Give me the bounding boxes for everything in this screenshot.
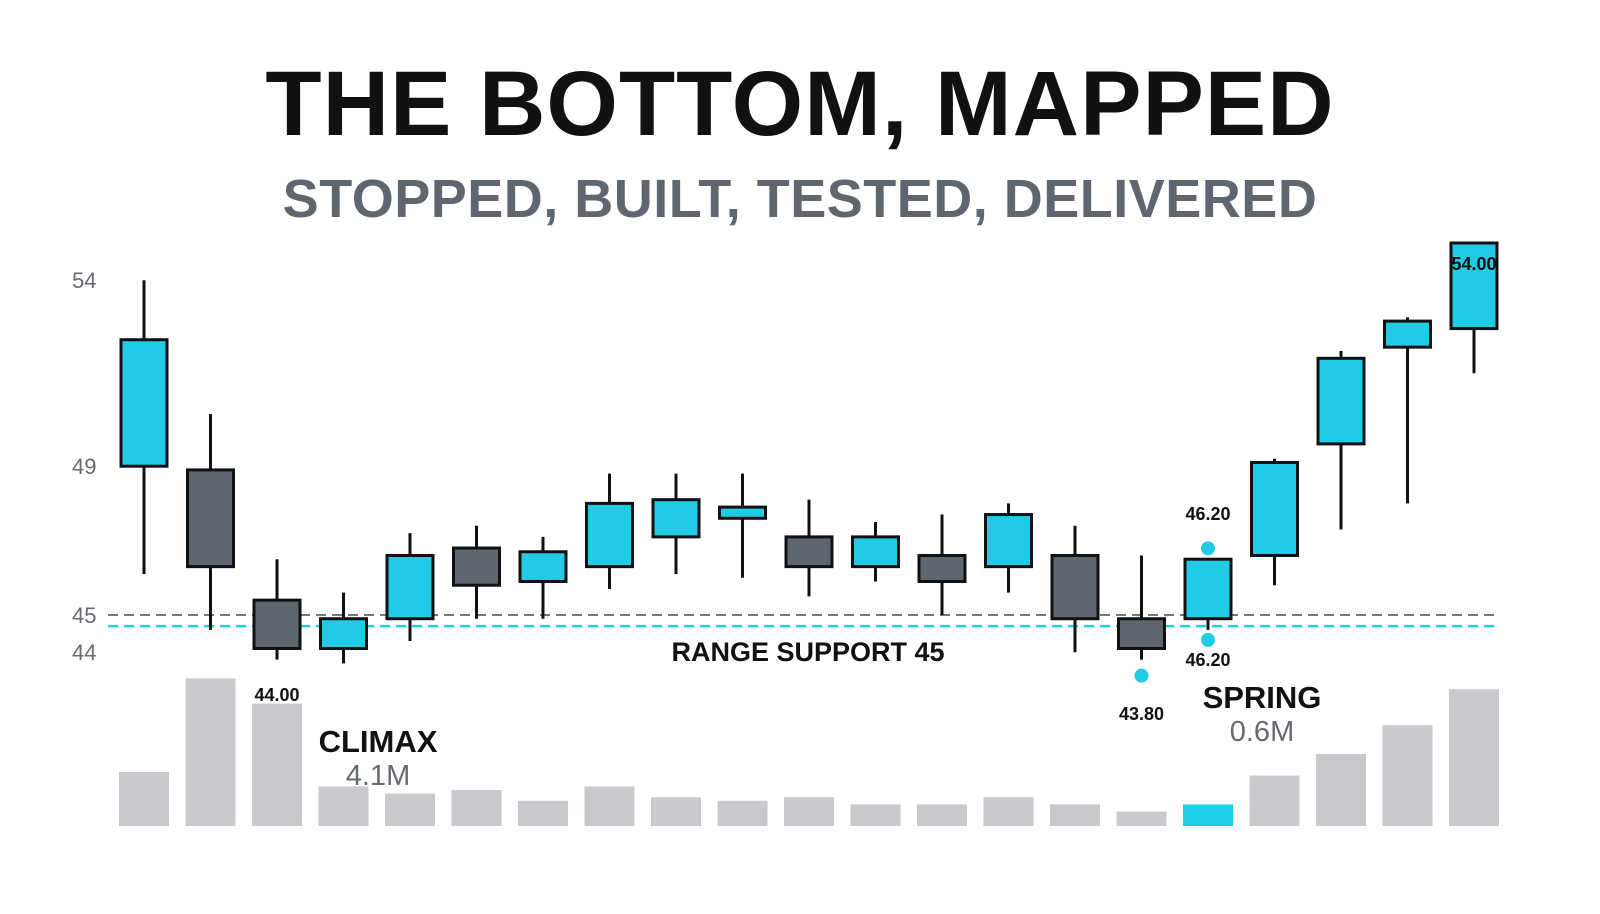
annotation-value: 0.6M [1230,716,1294,748]
candle-bullish [718,473,767,578]
volume-bar [252,703,302,826]
candle-bearish [186,414,235,630]
y-tick-label: 45 [72,603,96,628]
candle-bullish [1383,317,1432,504]
volume-bar [1249,775,1300,826]
candle-bullish [119,280,169,575]
candle-body [1383,319,1432,349]
support-label: RANGE SUPPORT 45 [671,637,944,667]
candle-bullish [585,473,634,589]
candle-body [917,553,967,584]
candle-bearish [452,525,501,619]
volume-bar [119,772,169,826]
annotation-label: SPRING [1203,680,1322,715]
candle-body [1050,553,1100,621]
y-tick-label: 54 [72,268,96,293]
volume-bar [784,797,834,826]
reference-lines [108,614,1498,628]
candle-bullish [1250,458,1299,586]
candle-bullish [1449,241,1499,374]
volume-bar [385,793,435,826]
candle-body [252,598,302,650]
candle-bullish [518,536,568,619]
candle-body [651,498,701,539]
marker-dot [1134,668,1149,683]
candle-bearish [1117,555,1166,660]
volume-bar [717,800,768,826]
candle-bullish [984,503,1033,593]
volume-bars [119,678,1499,826]
marker-dot [1201,541,1215,556]
candle-body [119,338,169,468]
candle-body [186,468,235,569]
candle-bullish [1316,350,1366,530]
volume-bar [584,786,635,826]
volume-bar [983,797,1034,826]
volume-bar-spring [1183,804,1233,826]
volume-bar [651,797,701,826]
candle-body [1183,557,1233,621]
volume-bar [318,786,369,826]
chart-title: THE BOTTOM, MAPPED [265,53,1335,155]
candle-body [851,535,900,569]
candle-body [1449,241,1499,331]
volume-bar [1449,689,1499,826]
candle-body [319,617,368,650]
candles [119,241,1499,664]
candle-body [585,501,634,569]
candle-body [452,546,501,587]
candle-body [984,513,1033,569]
candle-body [518,550,568,584]
candle-bullish [319,592,368,664]
annotation-value: 4.1M [346,760,410,792]
volume-bar [185,678,236,826]
candle-bullish [851,522,900,582]
volume-bar [1116,811,1167,826]
candle-bearish [917,514,967,615]
y-tick-label: 44 [72,640,96,665]
volume-bar [917,804,967,826]
marker-dot [1201,632,1215,647]
candle-bullish [651,473,701,575]
candle-body [1250,460,1299,557]
candle-bearish [784,499,834,597]
volume-bar [451,790,502,826]
price-label: 46.20 [1185,504,1230,524]
volume-bar [518,800,568,826]
candle-bearish [1050,525,1100,653]
candle-bearish [252,559,302,660]
candle-body [718,505,767,520]
annotation-label: CLIMAX [319,724,438,759]
volume-bar [850,804,901,826]
candle-body [784,535,834,569]
y-tick-label: 49 [72,454,96,479]
price-label: 46.20 [1185,650,1230,670]
candle-body [385,553,435,621]
chart-labels: 54 49 45 44 44.00 43.80 46.20 46.20 54.00 RANGE S… [72,254,1497,792]
candle-bullish [385,533,435,642]
price-label: 43.80 [1119,704,1164,724]
volume-bar [1316,754,1366,826]
price-label: 44.00 [254,685,299,705]
volume-bar [1050,804,1100,826]
candle-body [1316,356,1366,446]
candle-bullish [1183,557,1233,630]
volume-bar [1382,725,1433,826]
chart-subtitle: STOPPED, BUILT, TESTED, DELIVERED [282,169,1318,229]
candle-body [1117,617,1166,650]
price-label: 54.00 [1451,254,1496,274]
